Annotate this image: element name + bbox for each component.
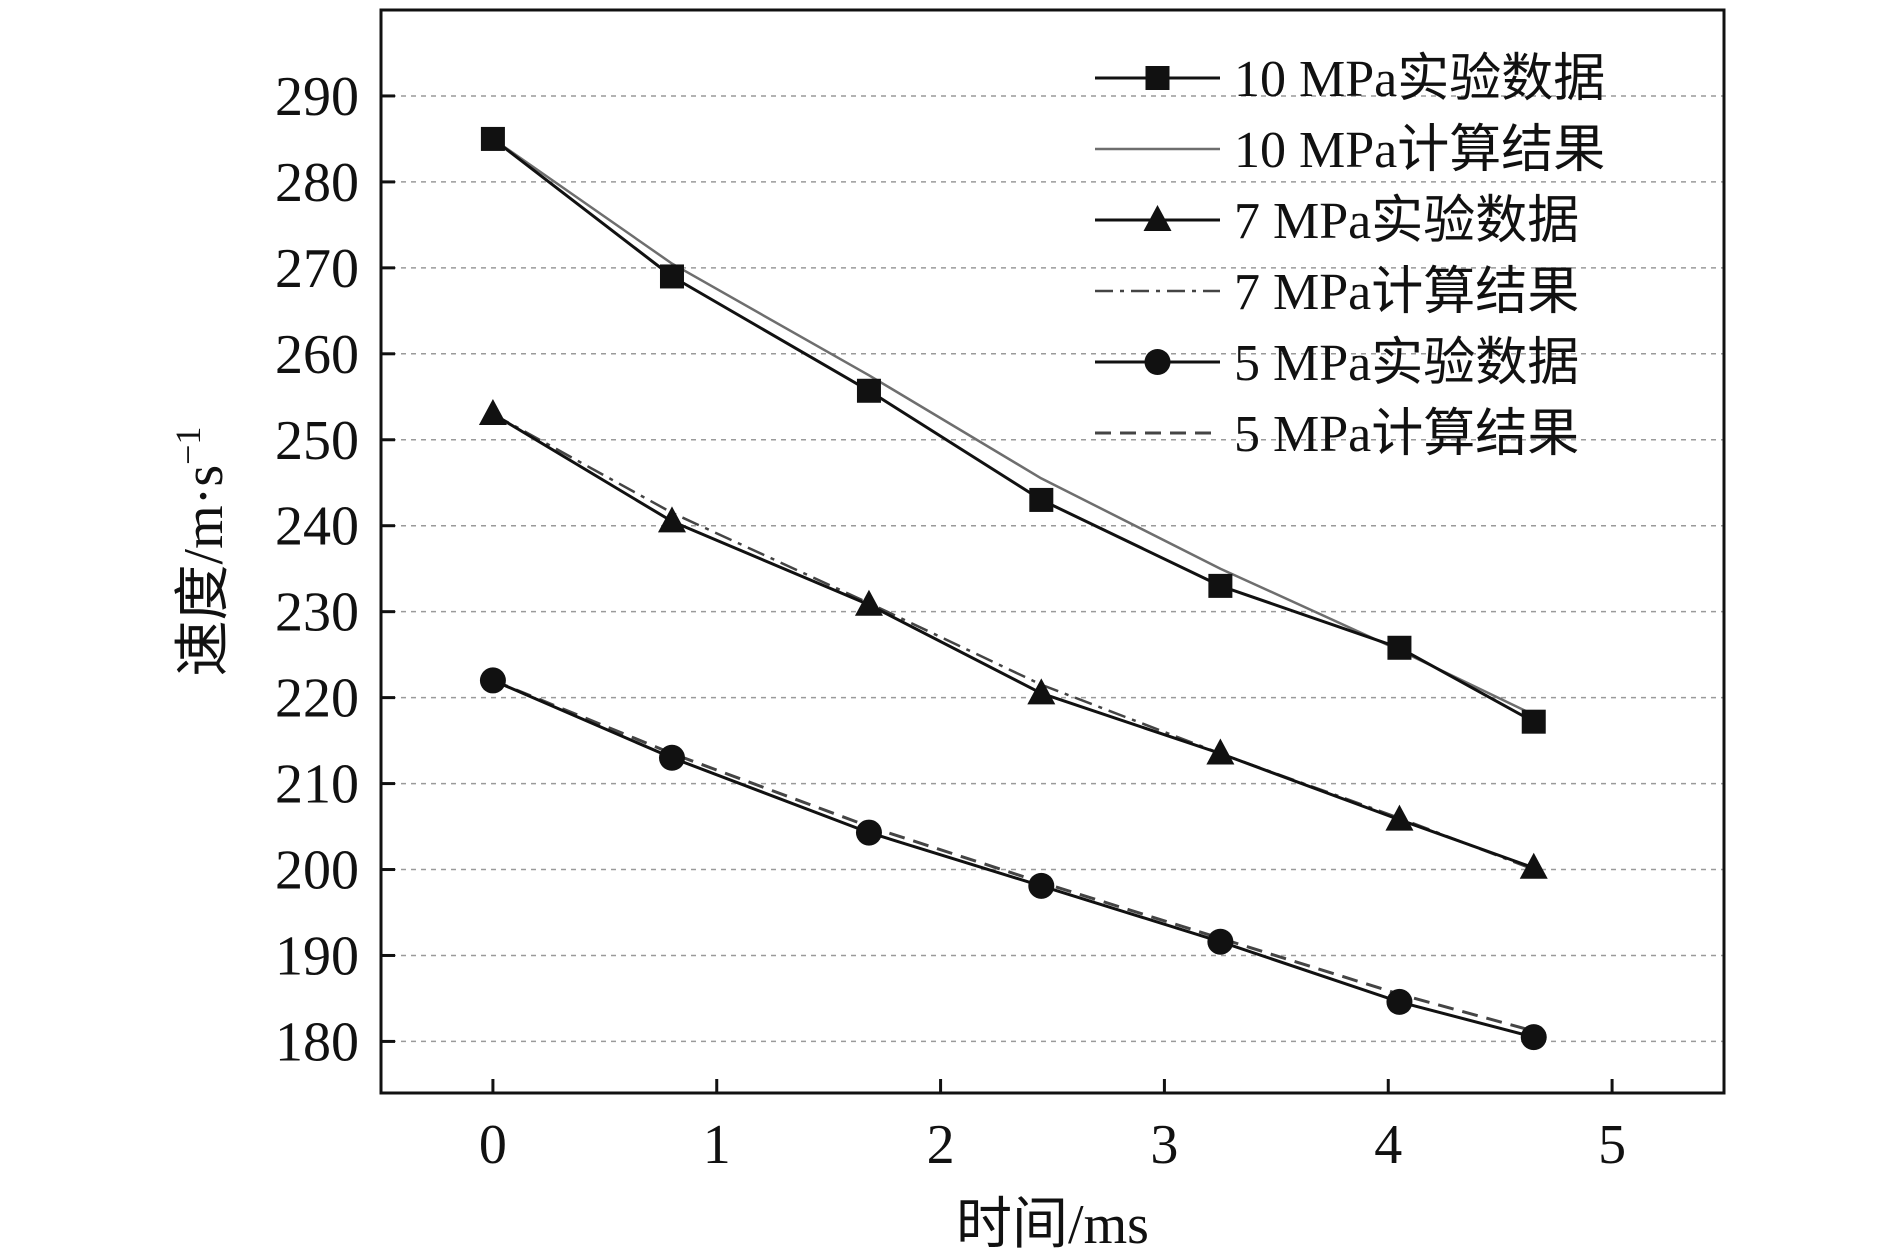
data-point	[1206, 738, 1235, 765]
y-tick-label: 240	[275, 496, 359, 558]
data-point	[1385, 804, 1414, 831]
data-point	[1387, 635, 1412, 660]
y-tick-label: 280	[275, 152, 359, 214]
data-point	[657, 506, 686, 533]
data-point	[854, 589, 883, 616]
data-point	[1029, 487, 1054, 512]
legend: 10 MPa实验数据 10 MPa计算结果 7 MPa实验数据 7 MPa计算结果 5 …	[1095, 51, 1605, 463]
legend-entry: 7 MPa计算结果	[1095, 264, 1579, 321]
y-tick-label: 220	[275, 668, 359, 730]
plot-frame	[379, 8, 1726, 1095]
data-point	[658, 744, 685, 771]
data-point	[480, 126, 505, 151]
y-tick-label: 200	[275, 840, 359, 902]
y-axis-title-main: 速度/m·s	[173, 465, 235, 677]
x-tick-label: 5	[1598, 1114, 1626, 1176]
y-tick-label: 270	[275, 238, 359, 300]
legend-label: 7 MPa实验数据	[1234, 193, 1579, 250]
series-5	[492, 679, 1535, 1033]
data-point	[1521, 709, 1546, 734]
legend-entry: 7 MPa实验数据	[1095, 193, 1579, 250]
legend-label: 7 MPa计算结果	[1234, 264, 1579, 321]
data-point	[659, 264, 684, 289]
y-tick-label: 230	[275, 582, 359, 644]
series-layer	[478, 126, 1548, 1051]
y-tick-label: 260	[275, 324, 359, 386]
series-line	[492, 679, 1535, 1033]
data-point	[855, 819, 882, 846]
data-point	[479, 667, 506, 694]
data-point	[1207, 928, 1234, 955]
series-line	[492, 679, 1535, 1039]
data-point	[1028, 872, 1055, 899]
x-tick-label: 2	[927, 1114, 955, 1176]
x-tick-label: 3	[1150, 1114, 1178, 1176]
data-point	[1386, 988, 1413, 1015]
legend-entry: 10 MPa计算结果	[1095, 122, 1605, 179]
y-tick-label: 190	[275, 925, 359, 987]
legend-entry: 10 MPa实验数据	[1095, 51, 1605, 108]
legend-marker	[1143, 205, 1172, 231]
legend-marker	[1145, 66, 1170, 90]
legend-entry: 5 MPa实验数据	[1095, 335, 1579, 392]
series-4	[479, 667, 1547, 1051]
x-tick-label: 4	[1374, 1114, 1402, 1176]
data-point	[1208, 573, 1233, 598]
x-tick-label: 0	[479, 1114, 507, 1176]
series-0	[480, 126, 1546, 734]
data-point	[478, 398, 507, 425]
axes: 180 190 200 210 220 230 240 250 260 270 280 290 0 1 2 3…	[275, 66, 1626, 1176]
x-axis-title: 时间/ms	[956, 1194, 1149, 1256]
y-axis-title-superscript: −1	[168, 427, 208, 465]
x-tick-label: 1	[703, 1114, 731, 1176]
legend-label: 5 MPa计算结果	[1234, 406, 1579, 463]
y-tick-label: 250	[275, 410, 359, 472]
series-2	[478, 398, 1548, 879]
y-axis-title: 速度/m·s−1	[168, 427, 235, 677]
legend-label: 5 MPa实验数据	[1234, 335, 1579, 392]
legend-label: 10 MPa计算结果	[1234, 122, 1605, 179]
legend-marker	[1144, 349, 1171, 375]
data-point	[1519, 852, 1548, 879]
legend-entry: 5 MPa计算结果	[1095, 406, 1579, 463]
y-tick-label: 290	[275, 66, 359, 128]
data-point	[1520, 1024, 1547, 1051]
legend-label: 10 MPa实验数据	[1234, 51, 1605, 108]
y-tick-label: 180	[275, 1011, 359, 1073]
data-point	[856, 378, 881, 403]
y-tick-label: 210	[275, 754, 359, 816]
data-point	[1027, 678, 1056, 705]
